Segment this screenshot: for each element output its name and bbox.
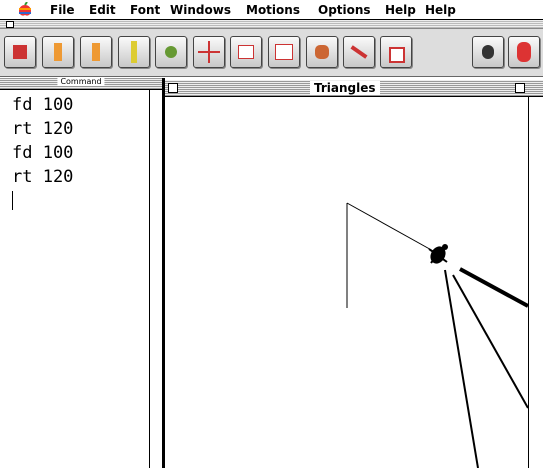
menu-windows[interactable]: Windows [170,3,231,17]
tool-button[interactable] [4,36,36,68]
tool-button[interactable] [118,36,150,68]
graphics-canvas [165,97,528,468]
command-line: rt 120 [12,167,73,187]
command-line: rt 120 [12,119,73,139]
apple-icon[interactable] [18,2,32,17]
scrollbar[interactable] [528,97,543,468]
menu-help[interactable]: Help [385,3,416,17]
tool-button[interactable] [80,36,112,68]
close-box[interactable] [168,83,178,93]
tool-button[interactable] [343,36,375,68]
toolbar-titlebar [0,20,543,29]
tool-button[interactable] [230,36,262,68]
tool-button[interactable] [193,36,225,68]
scrollbar[interactable] [149,90,162,468]
menu-motions[interactable]: Motions [246,3,300,17]
tool-button[interactable] [472,36,504,68]
menu-bar: File Edit Font Windows Motions Options H… [0,0,543,20]
turtle-line [460,269,528,306]
turtle-line [347,203,435,252]
command-title: Command [57,77,104,86]
screen: File Edit Font Windows Motions Options H… [0,0,543,468]
menu-font[interactable]: Font [130,3,160,17]
zoom-box[interactable] [515,83,525,93]
tool-button[interactable] [306,36,338,68]
graphics-title: Triangles [310,81,380,95]
tool-button[interactable] [42,36,74,68]
tool-button[interactable] [155,36,187,68]
tool-button[interactable] [508,36,540,68]
turtle [427,244,448,267]
command-line: fd 100 [12,143,73,163]
menu-edit[interactable]: Edit [89,3,116,17]
menu-file[interactable]: File [50,3,75,17]
text-cursor [12,191,13,210]
command-window: Command fd 100 rt 120 fd 100 rt 120 [0,78,162,468]
close-box[interactable] [6,21,14,28]
command-line: fd 100 [12,95,73,115]
tool-button[interactable] [380,36,412,68]
tool-button[interactable] [268,36,300,68]
menu-help[interactable]: Help [425,3,456,17]
toolbar [0,29,543,77]
turtle-line [445,270,478,468]
command-title-bar: Command [0,78,162,90]
menu-options[interactable]: Options [318,3,371,17]
graphics-title-bar: Triangles [165,80,543,97]
